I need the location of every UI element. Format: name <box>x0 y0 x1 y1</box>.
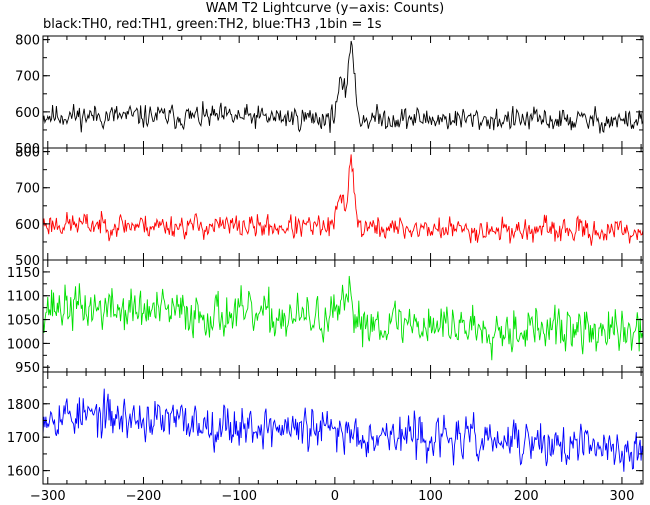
chart-subtitle: black:TH0, red:TH1, green:TH2, blue:TH3 … <box>43 17 382 32</box>
y-tick-label: 950 <box>15 361 40 376</box>
y-tick-label: 1100 <box>7 290 40 305</box>
x-tick-label: −100 <box>221 489 257 504</box>
panel-frame <box>42 35 644 149</box>
x-tick-label: 100 <box>418 489 443 504</box>
panel-th2: 950 1000 1050 1100 1150 <box>7 259 644 376</box>
series-th2-line <box>43 275 643 361</box>
y-tick-label: 1800 <box>7 398 40 413</box>
x-tick-label: 0 <box>331 489 339 504</box>
x-tick-label: 300 <box>610 489 635 504</box>
x-tick-label: −200 <box>126 489 162 504</box>
panel-th1: 500 600 700 800 <box>15 146 644 269</box>
y-tick-label: 1700 <box>7 431 40 446</box>
y-tick-label: 600 <box>15 106 40 121</box>
y-tick-label: 500 <box>15 254 40 269</box>
y-tick-label: 1600 <box>7 465 40 480</box>
panel-th3: 1600 1700 1800 <box>7 371 644 485</box>
y-tick-label: 600 <box>15 218 40 233</box>
panel-th0: 500 600 700 800 <box>15 34 644 157</box>
panel-frame <box>42 371 644 485</box>
y-tick-label: 800 <box>15 34 40 49</box>
y-tick-label: 800 <box>15 146 40 161</box>
y-tick-label: 1150 <box>7 266 40 281</box>
chart-title: WAM T2 Lightcurve (y−axis: Counts) <box>205 1 445 16</box>
series-th1-line <box>43 154 643 246</box>
series-th0-line <box>43 40 643 134</box>
series-th3-line <box>43 388 643 472</box>
panel-frame <box>42 147 644 261</box>
y-tick-label: 700 <box>15 182 40 197</box>
y-tick-label: 1000 <box>7 337 40 352</box>
y-tick-label: 500 <box>15 142 40 157</box>
x-tick-label: 200 <box>514 489 539 504</box>
y-tick-label: 1050 <box>7 314 40 329</box>
y-tick-label: 700 <box>15 70 40 85</box>
x-tick-label: −300 <box>30 489 66 504</box>
